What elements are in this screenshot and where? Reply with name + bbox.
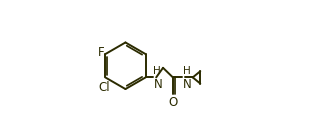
Text: H: H — [153, 66, 161, 76]
Text: N: N — [153, 78, 162, 91]
Text: F: F — [98, 46, 105, 59]
Text: O: O — [168, 96, 178, 109]
Text: H: H — [183, 66, 190, 76]
Text: Cl: Cl — [99, 81, 111, 94]
Text: N: N — [183, 78, 191, 91]
